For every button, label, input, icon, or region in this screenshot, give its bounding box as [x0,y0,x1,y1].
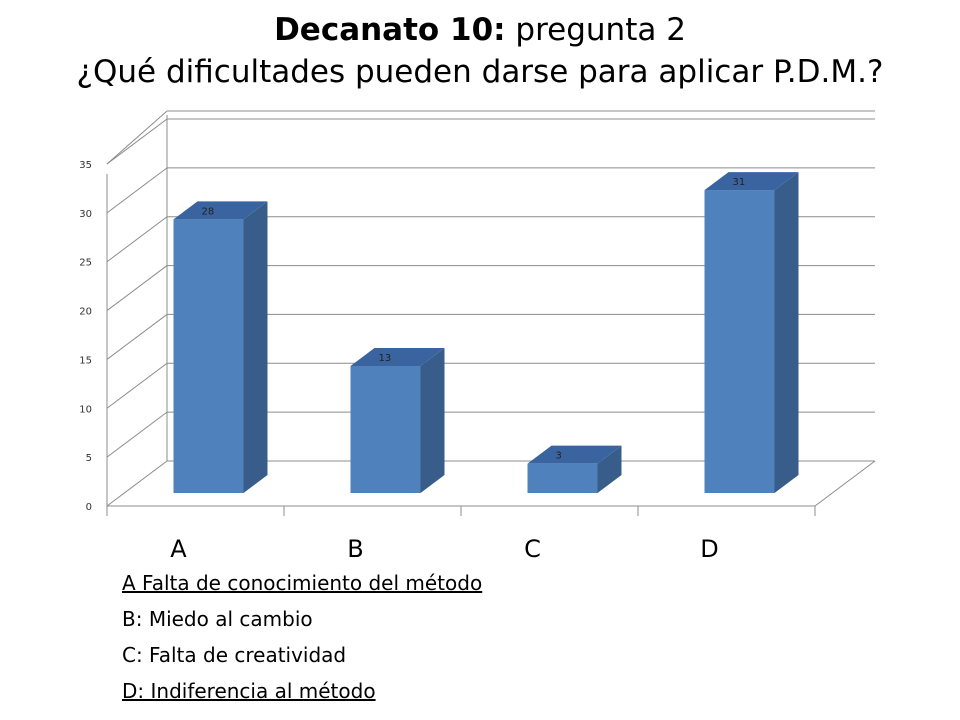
side-gridline [106,314,168,360]
floor-right-edge [814,460,876,507]
legend: A Falta de conocimiento del método B: Mi… [122,565,482,709]
data-label: 31 [733,177,746,188]
bar-top [350,347,445,366]
category-label: A [170,535,187,563]
bar-side [597,445,622,493]
title-line-1: Decanato 10: pregunta 2 [0,10,960,50]
bar-front [704,190,775,494]
category-label: C [524,535,541,563]
side-gridline [106,265,168,311]
side-gridline [106,216,168,263]
category-label: B [347,535,363,563]
data-label: 13 [379,353,392,364]
y-tick-label: 10 [79,404,92,415]
bar-side [774,172,799,494]
bar-side [420,347,445,493]
category-label: D [700,535,718,563]
side-gridline [106,362,168,409]
side-gridline [106,411,168,458]
title-prefix: Decanato 10: [274,12,506,48]
y-tick-label: 35 [79,160,92,171]
bar-front [350,365,421,493]
legend-item-d: D: Indiferencia al método [122,679,376,703]
y-tick-label: 20 [79,307,92,318]
y-tick-label: 5 [86,453,92,464]
legend-item-a: A Falta de conocimiento del método [122,571,483,595]
legend-item-b: B: Miedo al cambio [122,607,313,631]
y-tick-label: 30 [79,209,92,220]
side-gridline-top [106,110,168,165]
bar-top [704,172,799,191]
bar-top [173,201,268,220]
bar-front [527,463,598,493]
side-gridline [106,460,168,507]
legend-item-c: C: Falta de creatividad [122,643,347,667]
bar-front [173,219,244,493]
y-tick-label: 0 [86,502,92,513]
side-gridline [106,167,168,214]
side-gridline [106,118,168,165]
bar-top [527,445,622,464]
title-question: ¿Qué dificultades pueden darse para apli… [76,54,884,90]
bar-side [243,201,268,493]
data-label: 3 [556,451,562,462]
y-tick-label: 15 [79,355,92,366]
data-label: 28 [202,206,215,217]
title-suffix: pregunta 2 [505,12,686,48]
chart-title: Decanato 10: pregunta 2 ¿Qué dificultade… [0,10,960,94]
y-tick-label: 25 [79,258,92,269]
